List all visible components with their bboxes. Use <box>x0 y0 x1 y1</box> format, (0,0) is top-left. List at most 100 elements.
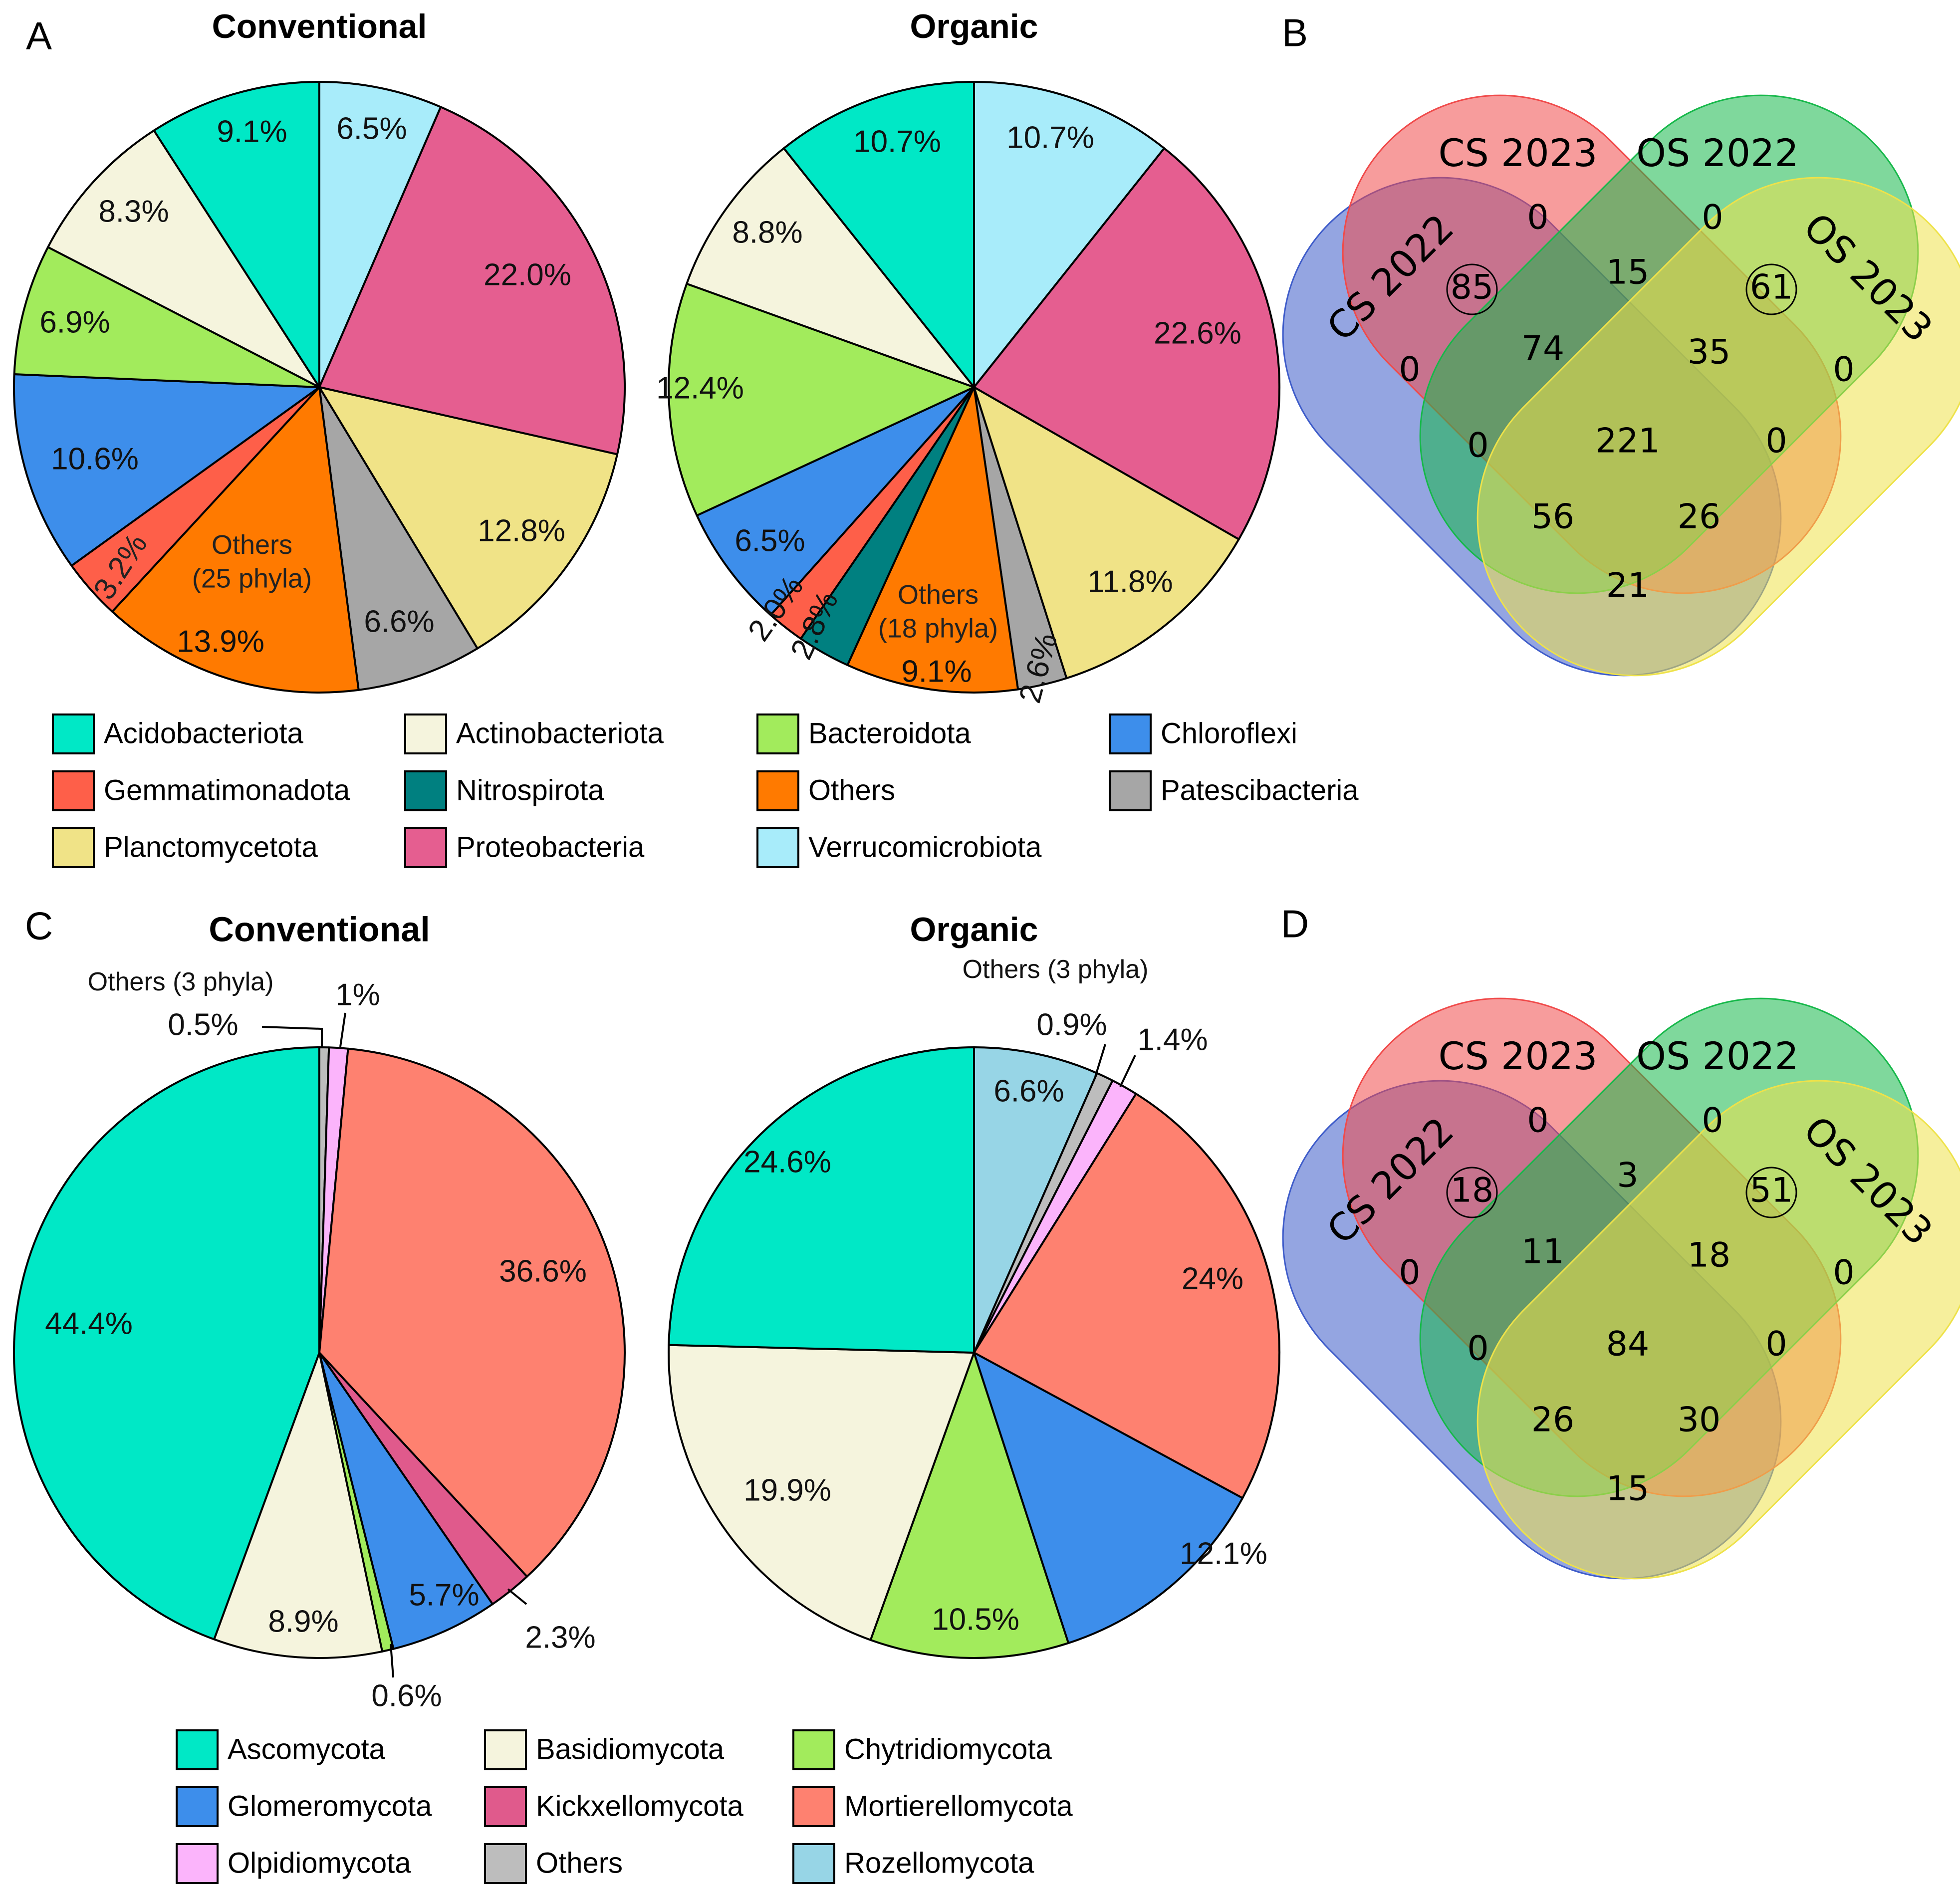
pie-label-others: 0.9% <box>1036 1007 1107 1042</box>
legend-bacteria-swatch-bacteroidota <box>756 713 799 754</box>
pie-extra-label-others: Others (25 phyla) <box>192 530 312 594</box>
pie-label-chytridiomycota: 0.6% <box>371 1678 442 1713</box>
legend-bacteria-label-gemmatimonadota: Gemmatimonadota <box>104 774 350 806</box>
venn-count-only_cs2023: 0 <box>1527 1101 1548 1141</box>
legend-fungi-swatch-rozellomycota <box>792 1843 835 1884</box>
venn-unique-ring-cs2022_cs2023 <box>1446 263 1498 315</box>
pie-label-others: 13.9% <box>177 624 264 659</box>
venn-count-cs2023_os2022: 15 <box>1606 253 1650 292</box>
legend-bacteria-label-chloroflexi: Chloroflexi <box>1161 717 1297 749</box>
pie-slice-rozellomycota <box>973 1046 1098 1354</box>
pie-title-bact-org: Organic <box>910 7 1038 45</box>
pie-label-basidiomycota: 8.9% <box>268 1604 338 1639</box>
legend-fungi-label-glomeromycota: Glomeromycota <box>228 1790 432 1822</box>
pie-slice-chloroflexi <box>696 386 975 616</box>
legend-fungi-label-mortierellomycota: Mortierellomycota <box>844 1790 1073 1822</box>
pie-slice-ascomycota <box>13 1046 320 1641</box>
legend-bacteria: Acidobacteriota Actinobacteriota Bacteroid… <box>52 713 1359 868</box>
pie-label-mortierellomycota: 24% <box>1182 1261 1243 1296</box>
pie-slice-planctomycetota <box>318 386 619 650</box>
pie-label-planctomycetota: 12.8% <box>478 513 565 548</box>
pie-leader-olpidiomycota <box>1119 1055 1136 1087</box>
venn-count-only_cs2022: 0 <box>1399 350 1420 390</box>
venn-count-all_four: 84 <box>1606 1325 1650 1364</box>
legend-bacteria-swatch-proteobacteria <box>404 827 447 868</box>
pie-title-fung-org: Organic <box>910 911 1038 948</box>
venn-set-label-os-2022: OS 2022 <box>1636 1034 1799 1078</box>
venn-unique-ring-os2022_os2023 <box>1745 1167 1797 1218</box>
legend-fungi-label-kickxellomycota: Kickxellomycota <box>536 1790 744 1822</box>
venn-count-os2022_os2023: 51 <box>1750 1171 1793 1210</box>
pie-leader-chytridiomycota <box>390 1644 394 1678</box>
venn-count-only_os2023: 0 <box>1833 350 1854 390</box>
pie-slice-ascomycota <box>668 1046 975 1354</box>
legend-fungi-swatch-glomeromycota <box>176 1786 219 1827</box>
legend-fungi-swatch-chytridiomycota <box>792 1729 835 1770</box>
venn-count-cs2022_cs2023: 18 <box>1451 1171 1494 1210</box>
legend-fungi-swatch-mortierellomycota <box>792 1786 835 1827</box>
pie-slice-chloroflexi <box>13 373 320 567</box>
pie-label-bacteroidota: 6.9% <box>39 305 110 339</box>
pie-slice-acidobacteriota <box>153 81 320 388</box>
pie-slice-proteobacteria <box>973 147 1280 540</box>
legend-fungi: Ascomycota Basidiomycota Chytridiomycota Gl… <box>176 1729 1073 1884</box>
pie-slice-glomeromycota <box>318 1352 494 1650</box>
venn-count-cs2022_os2022_os2023: 26 <box>1531 1401 1575 1440</box>
legend-bacteria-label-nitrospirota: Nitrospirota <box>456 774 604 806</box>
pie-leader-others <box>1094 1044 1106 1077</box>
pie-leader-kickxellomycota <box>507 1588 527 1605</box>
venn-count-only_os2023: 0 <box>1833 1253 1854 1293</box>
pie-label-chloroflexi: 6.5% <box>735 523 805 558</box>
legend-fungi-label-olpidiomycota: Olpidiomycota <box>228 1847 411 1879</box>
pie-fungi-conventional: Conventional 0.5% 1% 36.6% 2.3% 5.7% 0.6% 8.9% 4… <box>13 910 626 1713</box>
legend-fungi-label-ascomycota: Ascomycota <box>228 1733 386 1765</box>
pie-label-verrucomicrobiota: 6.5% <box>336 111 407 146</box>
pie-label-ascomycota: 44.4% <box>45 1306 133 1341</box>
legend-bacteria-label-verrucomicrobiota: Verrucomicrobiota <box>808 831 1042 863</box>
venn-set-label-cs-2023: CS 2023 <box>1439 1034 1598 1078</box>
venn-count-cs2023_os2022_os2023: 18 <box>1688 1236 1731 1275</box>
pie-label-chytridiomycota: 10.5% <box>932 1602 1019 1637</box>
venn-count-cs2022_cs2023_os2023: 26 <box>1678 497 1721 537</box>
venn-count-cs2022_os2023: 15 <box>1606 1469 1650 1509</box>
venn-count-cs2022_cs2023_os2022: 11 <box>1521 1232 1565 1272</box>
legend-bacteria-label-bacteroidota: Bacteroidota <box>808 717 971 749</box>
pie-slice-mortierellomycota <box>318 1047 626 1578</box>
pie-bacteria-conventional: Conventional6.5%22.0%12.8%6.6%13.9%3.2%1… <box>13 7 626 694</box>
pie-slice-mortierellomycota <box>973 1093 1280 1499</box>
venn-count-cs2022_cs2023: 85 <box>1451 268 1494 307</box>
panel-letter-c: C <box>25 904 53 948</box>
venn-count-all_four: 221 <box>1595 422 1660 461</box>
venn-count-cs2022_os2023: 21 <box>1606 566 1650 606</box>
pie-label-glomeromycota: 12.1% <box>1180 1536 1267 1571</box>
venn-count-os2022_os2023: 61 <box>1750 268 1793 307</box>
legend-bacteria-label-others: Others <box>808 774 895 806</box>
venn-count-cs2023_os2023: 0 <box>1765 422 1787 461</box>
pie-label-others: 9.1% <box>901 654 972 689</box>
legend-bacteria-swatch-gemmatimonadota <box>52 770 95 811</box>
venn-count-only_os2022: 0 <box>1702 1101 1723 1141</box>
legend-fungi-label-rozellomycota: Rozellomycota <box>844 1847 1034 1879</box>
pie-slice-others <box>111 386 360 694</box>
pie-extra-label-others: Others (3 phyla) <box>88 967 274 996</box>
pie-slice-glomeromycota <box>973 1352 1244 1645</box>
venn-count-only_cs2022: 0 <box>1399 1253 1420 1293</box>
panel-letter-b: B <box>1282 11 1308 55</box>
pie-label-acidobacteriota: 10.7% <box>853 124 941 159</box>
pie-slice-actinobacteriota <box>686 147 975 388</box>
legend-bacteria-swatch-nitrospirota <box>404 770 447 811</box>
pie-label-kickxellomycota: 2.3% <box>525 1620 595 1655</box>
legend-bacteria-swatch-planctomycetota <box>52 827 95 868</box>
venn-count-cs2023_os2022_os2023: 35 <box>1688 333 1731 372</box>
pie-slice-verrucomicrobiota <box>318 81 442 388</box>
pie-label-bacteroidota: 12.4% <box>656 371 744 405</box>
legend-fungi-swatch-basidiomycota <box>484 1729 527 1770</box>
legend-bacteria-swatch-others <box>756 770 799 811</box>
pie-label-acidobacteriota: 9.1% <box>217 114 287 149</box>
venn-count-cs2022_os2022: 0 <box>1467 426 1488 466</box>
legend-fungi-label-basidiomycota: Basidiomycota <box>536 1733 725 1765</box>
legend-fungi-swatch-others <box>484 1843 527 1884</box>
legend-bacteria-swatch-acidobacteriota <box>52 713 95 754</box>
